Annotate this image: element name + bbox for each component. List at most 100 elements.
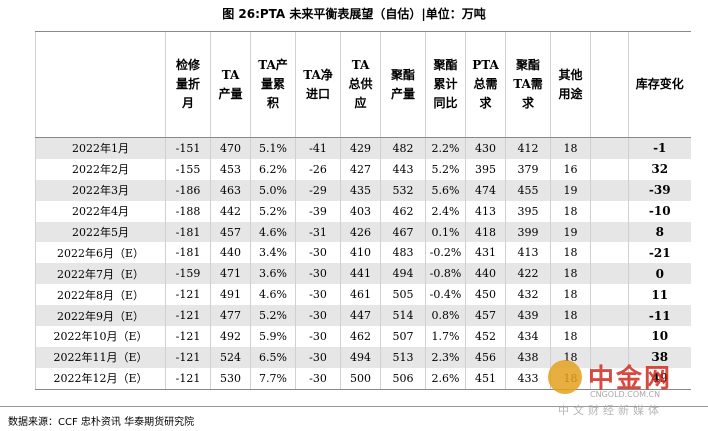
cell: -21 <box>628 242 691 264</box>
cell: 427 <box>340 158 381 180</box>
cell: 379 <box>505 158 551 180</box>
cell: 482 <box>380 137 426 159</box>
cell: 6.2% <box>250 158 296 180</box>
cell: 18 <box>550 326 591 347</box>
row-label: 2022年12月（E） <box>35 367 166 390</box>
data-row: 2022年2月 -155 453 6.2% -26 427 443 5.2% 395 379 16 3… <box>35 158 691 180</box>
cell: 457 <box>210 221 251 243</box>
cell: 6.5% <box>250 346 296 368</box>
cell: 440 <box>210 242 251 264</box>
data-row: 2022年1月 -151 470 5.1% -41 429 482 2.2% 430 412 18 -… <box>35 137 691 159</box>
cell <box>590 221 629 243</box>
cell: -121 <box>165 326 211 347</box>
cell: 19 <box>550 179 591 201</box>
cell: 38 <box>628 346 691 368</box>
cell: 4.6% <box>250 221 296 243</box>
header-cell <box>35 31 166 138</box>
cell: 18 <box>550 137 591 159</box>
cell: 18 <box>550 200 591 222</box>
cell: 439 <box>505 305 551 327</box>
header-cell: PTA总需求 <box>465 31 506 138</box>
cell: 422 <box>505 263 551 285</box>
cell: -30 <box>295 242 341 264</box>
cell: -1 <box>628 137 691 159</box>
cell: 451 <box>465 367 506 390</box>
row-label: 2022年2月 <box>35 158 166 180</box>
cell: 395 <box>465 158 506 180</box>
rule <box>0 406 708 407</box>
cell: 443 <box>380 158 426 180</box>
header-cell: 聚酯产量 <box>380 31 426 138</box>
cell: -121 <box>165 367 211 390</box>
cell: 2.6% <box>425 367 466 390</box>
header-cell: 库存变化 <box>628 31 691 138</box>
cell: -39 <box>295 200 341 222</box>
cell: 410 <box>340 242 381 264</box>
row-label: 2022年5月 <box>35 221 166 243</box>
cell: 532 <box>380 179 426 201</box>
data-row: 2022年9月（E） -121 477 5.2% -30 447 514 0.8% 457 439… <box>35 305 691 327</box>
cell: 0.1% <box>425 221 466 243</box>
cell <box>590 284 629 306</box>
header-cell: TA产量 <box>210 31 251 138</box>
cell: 2.2% <box>425 137 466 159</box>
cell <box>590 200 629 222</box>
cell: 494 <box>340 346 381 368</box>
cell: 492 <box>210 326 251 347</box>
cell: 500 <box>340 367 381 390</box>
cell: 49 <box>628 367 691 390</box>
cell <box>590 137 629 159</box>
watermark-name: 中金网 <box>588 364 673 394</box>
cell: 5.6% <box>425 179 466 201</box>
cell: 440 <box>465 263 506 285</box>
header-cell: 检修量折月 <box>165 31 211 138</box>
cell: 5.9% <box>250 326 296 347</box>
cell: 506 <box>380 367 426 390</box>
header-cell: 聚酯TA需求 <box>505 31 551 138</box>
cell: 450 <box>465 284 506 306</box>
row-label: 2022年10月（E） <box>35 326 166 347</box>
cell: -41 <box>295 137 341 159</box>
cell: 5.2% <box>250 200 296 222</box>
cell: 2.4% <box>425 200 466 222</box>
cell <box>590 326 629 347</box>
cell: 457 <box>465 305 506 327</box>
cell: 467 <box>380 221 426 243</box>
cell: -31 <box>295 221 341 243</box>
cell: -181 <box>165 242 211 264</box>
cell: 5.2% <box>250 305 296 327</box>
row-label: 2022年8月（E） <box>35 284 166 306</box>
cell: 18 <box>550 242 591 264</box>
cell: 470 <box>210 137 251 159</box>
cell: -30 <box>295 367 341 390</box>
cell: 455 <box>505 179 551 201</box>
cell: -0.2% <box>425 242 466 264</box>
cell: 453 <box>210 158 251 180</box>
row-label: 2022年4月 <box>35 200 166 222</box>
cell <box>590 305 629 327</box>
cell <box>590 242 629 264</box>
cell: -30 <box>295 305 341 327</box>
data-row: 2022年3月 -186 463 5.0% -29 435 532 5.6% 474 455 19 -… <box>35 179 691 201</box>
cell: 441 <box>340 263 381 285</box>
cell: -151 <box>165 137 211 159</box>
cell: 505 <box>380 284 426 306</box>
cell: -30 <box>295 284 341 306</box>
cell: 429 <box>340 137 381 159</box>
cell: 452 <box>465 326 506 347</box>
cell: 18 <box>550 284 591 306</box>
cell: 3.6% <box>250 263 296 285</box>
cell: 3.4% <box>250 242 296 264</box>
cell: 5.1% <box>250 137 296 159</box>
cell: 513 <box>380 346 426 368</box>
row-label: 2022年3月 <box>35 179 166 201</box>
balance-table: 检修量折月 TA产量 TA产量累积 TA净进口 TA总供应 聚酯产量 聚酯累计同比 PTA总需… <box>35 31 691 390</box>
cell: -11 <box>628 305 691 327</box>
cell: 412 <box>505 137 551 159</box>
cell: 403 <box>340 200 381 222</box>
cell: 2.3% <box>425 346 466 368</box>
header-cell: 其他用途 <box>550 31 591 138</box>
cell: -30 <box>295 346 341 368</box>
cell: -121 <box>165 284 211 306</box>
